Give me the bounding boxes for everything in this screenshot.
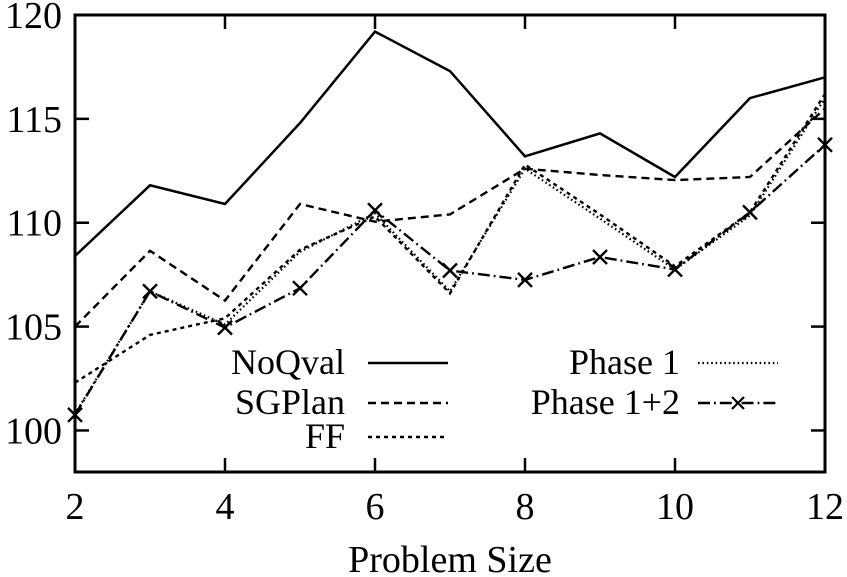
marker-x-icon (217, 319, 233, 336)
series-line-phase-1-2 (73, 143, 826, 416)
x-axis-title: Problem Size (348, 539, 552, 577)
legend-sample-ff (368, 435, 448, 439)
plot-border (73, 13, 827, 474)
y-tick-label: 120 (5, 0, 62, 37)
series-line-ff (74, 93, 827, 384)
y-tick-label: 105 (5, 307, 62, 349)
marker-x-icon (517, 272, 533, 288)
legend-item-phase-1: Phase 1 (569, 342, 680, 382)
marker-x-icon (142, 283, 158, 300)
legend-item-ff: FF (304, 416, 345, 456)
legend-item-phase-1-2: Phase 1+2 (530, 382, 680, 422)
marker-x-icon (667, 261, 683, 278)
x-tick-label: 12 (806, 486, 844, 528)
legend-sample-sgplan (368, 401, 448, 405)
series-line-noqval (74, 30, 826, 257)
x-tick-label: 4 (216, 486, 235, 528)
x-tick-label: 6 (366, 486, 385, 528)
series-line-phase-1 (74, 97, 826, 415)
marker-x-icon (742, 204, 758, 221)
legend-sample-noqval (368, 361, 448, 365)
marker-x-icon (592, 249, 608, 265)
y-tick-label: 100 (5, 410, 62, 452)
series-line-sgplan (74, 107, 826, 328)
marker-x-icon (442, 262, 458, 279)
marker-x-icon (292, 280, 308, 297)
x-tick-label: 2 (66, 486, 85, 528)
legend-item-sgplan: SGPlan (234, 382, 345, 422)
marker-x-icon (367, 202, 383, 219)
legend-sample-phase-1 (698, 361, 778, 365)
y-tick-label: 110 (6, 203, 62, 245)
y-tick-label: 115 (6, 99, 62, 141)
legend-sample-phase-1-2 (698, 396, 778, 410)
legend-item-noqval: NoQval (231, 342, 345, 382)
x-tick-label: 10 (656, 486, 694, 528)
x-tick-label: 8 (516, 486, 535, 528)
